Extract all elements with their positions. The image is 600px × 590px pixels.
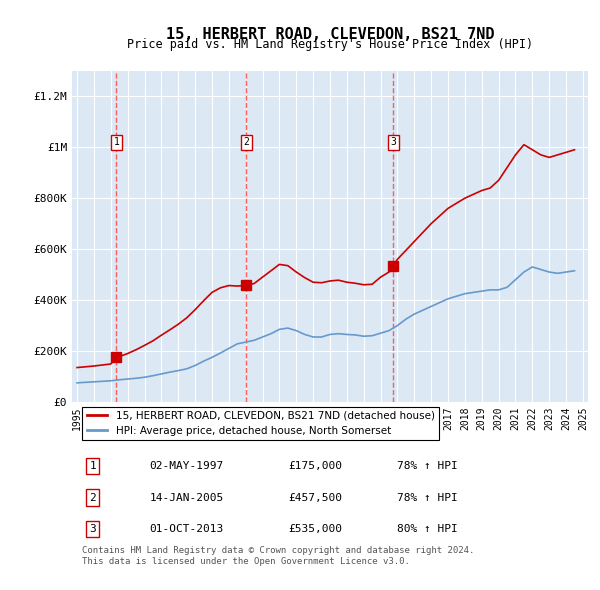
Text: 1: 1 <box>113 137 119 147</box>
Text: Contains HM Land Registry data © Crown copyright and database right 2024.
This d: Contains HM Land Registry data © Crown c… <box>82 546 475 566</box>
Text: £175,000: £175,000 <box>289 461 343 471</box>
Text: 80% ↑ HPI: 80% ↑ HPI <box>397 525 458 535</box>
Text: 78% ↑ HPI: 78% ↑ HPI <box>397 461 458 471</box>
Text: 3: 3 <box>390 137 396 147</box>
Text: 2: 2 <box>89 493 96 503</box>
Text: 78% ↑ HPI: 78% ↑ HPI <box>397 493 458 503</box>
Text: Price paid vs. HM Land Registry's House Price Index (HPI): Price paid vs. HM Land Registry's House … <box>127 38 533 51</box>
Text: 15, HERBERT ROAD, CLEVEDON, BS21 7ND: 15, HERBERT ROAD, CLEVEDON, BS21 7ND <box>166 27 494 41</box>
Text: £457,500: £457,500 <box>289 493 343 503</box>
Text: 3: 3 <box>89 525 96 535</box>
Legend: 15, HERBERT ROAD, CLEVEDON, BS21 7ND (detached house), HPI: Average price, detac: 15, HERBERT ROAD, CLEVEDON, BS21 7ND (de… <box>82 407 439 440</box>
Text: 02-MAY-1997: 02-MAY-1997 <box>149 461 224 471</box>
Text: £535,000: £535,000 <box>289 525 343 535</box>
Text: 14-JAN-2005: 14-JAN-2005 <box>149 493 224 503</box>
Text: 2: 2 <box>244 137 249 147</box>
Text: 01-OCT-2013: 01-OCT-2013 <box>149 525 224 535</box>
Text: 1: 1 <box>89 461 96 471</box>
